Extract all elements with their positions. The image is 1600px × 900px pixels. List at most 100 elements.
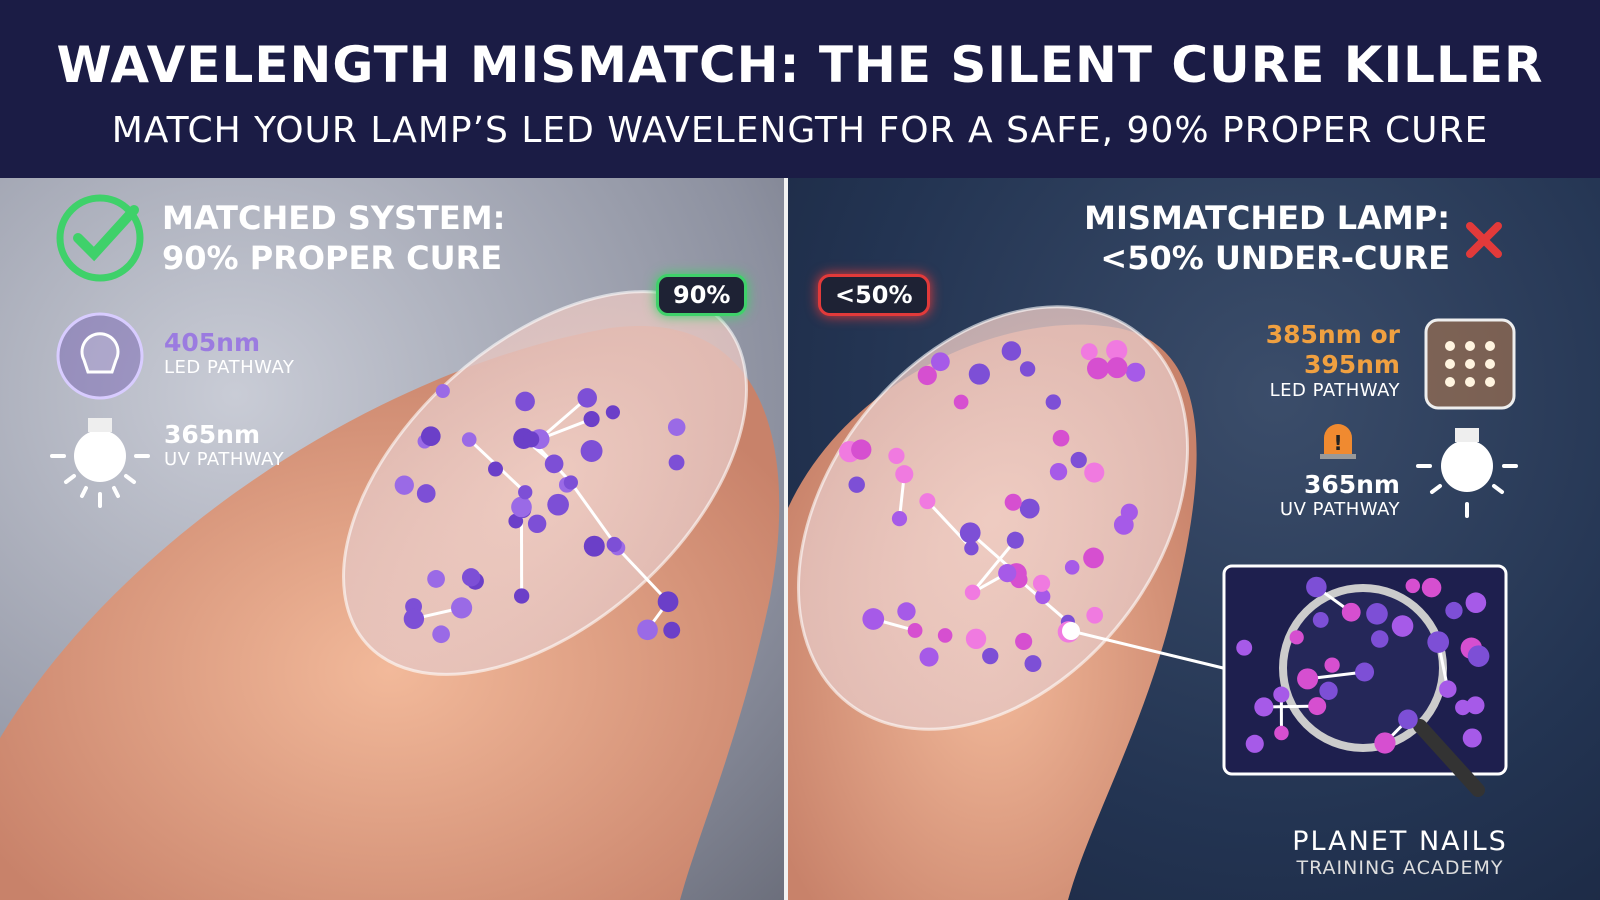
molecule-atom — [891, 511, 908, 527]
molecule-atom — [1015, 632, 1033, 651]
matched-led-info: 405nm LED PATHWAY — [164, 328, 294, 378]
molecule-bond — [538, 396, 589, 441]
molecule-atom — [1070, 451, 1087, 469]
led-pathway-label: LED PATHWAY — [164, 357, 295, 378]
molecule-atom — [1254, 697, 1274, 717]
uv-wavelength: 365nm — [1303, 470, 1400, 499]
molecule-atom — [1462, 728, 1482, 748]
svg-text:!: ! — [1333, 431, 1342, 455]
led-wavelength-line2: 395nm — [1303, 350, 1400, 379]
molecule-atom — [1120, 503, 1138, 521]
molecule-atom — [888, 447, 905, 465]
molecule-atom — [1086, 606, 1104, 624]
led-wavelength-line1: 385nm or — [1265, 320, 1400, 349]
molecule-atom — [1045, 394, 1061, 410]
molecule-atom — [580, 440, 603, 462]
molecule-atom — [1370, 630, 1389, 648]
molecule-atom — [461, 568, 481, 587]
molecule-atom — [964, 584, 981, 601]
cure-badge-90: 90% — [656, 274, 748, 316]
check-circle-icon — [56, 194, 144, 282]
molecule-atom — [1080, 343, 1098, 361]
molecule-atom — [403, 608, 425, 629]
molecule-atom — [1374, 732, 1396, 754]
led-pathway-label: LED PATHWAY — [1269, 380, 1400, 401]
molecule-atom — [1106, 339, 1128, 362]
matched-heading-line2: 90% PROPER CURE — [162, 239, 503, 277]
molecule-atom — [523, 431, 540, 448]
molecule-atom — [511, 496, 532, 518]
molecule-atom — [1006, 531, 1024, 549]
molecule-atom — [1398, 709, 1418, 730]
molecule-atom — [1421, 577, 1442, 598]
molecule-atom — [461, 432, 477, 447]
molecule-atom — [959, 522, 981, 544]
molecule-atom — [862, 608, 885, 630]
matched-heading: MATCHED SYSTEM: 90% PROPER CURE — [162, 198, 505, 278]
page-subtitle: MATCH YOUR LAMP’S LED WAVELENGTH FOR A S… — [111, 110, 1489, 151]
uv-bulb-icon — [1416, 428, 1518, 518]
led-panel-icon — [1424, 318, 1516, 410]
molecule-atom — [1455, 699, 1471, 716]
molecule-atom — [964, 541, 979, 556]
molecule-atom — [1465, 592, 1487, 614]
molecule-atom — [663, 621, 681, 639]
molecule-atom — [1004, 493, 1022, 511]
molecule-atom — [1324, 657, 1340, 673]
mismatched-heading-line2: <50% UNDER-CURE — [1100, 239, 1450, 277]
molecule-atom — [1308, 697, 1327, 716]
molecule-atom — [1087, 357, 1109, 380]
molecule-atom — [1125, 362, 1146, 382]
molecule-atom — [1355, 662, 1375, 682]
molecule-atom — [998, 564, 1017, 583]
molecule-atom — [968, 363, 990, 385]
molecule-bond — [613, 543, 670, 603]
molecule-atom — [1019, 498, 1040, 519]
molecule-atom — [930, 352, 950, 372]
molecule-atom — [1439, 680, 1457, 698]
molecule-atom — [420, 426, 441, 447]
molecule-atom — [1083, 547, 1104, 569]
molecule-atom — [547, 493, 569, 516]
molecule-atom — [1391, 615, 1414, 637]
header: WAVELENGTH MISMATCH: THE SILENT CURE KIL… — [0, 0, 1600, 178]
uv-pathway-label: UV PATHWAY — [164, 449, 285, 470]
molecule-atom — [515, 391, 535, 412]
molecule-atom — [907, 623, 923, 638]
molecule-atom — [451, 597, 473, 619]
molecule-atom — [1019, 361, 1036, 377]
cure-badge-under-50: <50% — [818, 274, 930, 316]
molecule-atom — [1035, 588, 1051, 605]
molecule-atom — [919, 647, 939, 667]
page-title: WAVELENGTH MISMATCH: THE SILENT CURE KIL… — [56, 36, 1544, 94]
uv-pathway-label: UV PATHWAY — [1279, 499, 1400, 520]
molecule-atom — [965, 628, 987, 649]
molecule-atom — [982, 647, 999, 665]
molecule-atom — [657, 591, 679, 613]
molecule-atom — [488, 461, 504, 477]
molecule-atom — [432, 625, 450, 644]
molecule-atom — [1445, 601, 1463, 620]
molecule-atom — [1106, 357, 1128, 379]
molecule-atom — [1052, 429, 1070, 447]
molecule-atom — [1405, 578, 1420, 594]
molecule-atom — [1289, 630, 1304, 645]
molecule-atom — [1273, 686, 1290, 703]
molecule-atom — [513, 588, 530, 604]
x-mark-icon — [1466, 222, 1502, 258]
mismatched-heading-line1: MISMATCHED LAMP: — [1084, 199, 1450, 237]
molecule-atom — [1245, 734, 1264, 753]
molecule-atom — [897, 602, 916, 621]
molecule-atom — [577, 388, 597, 408]
matched-nail-illustration — [0, 290, 780, 900]
molecule-atom — [848, 476, 865, 493]
molecule-atom — [953, 394, 969, 410]
brand-logo: PLANET NAILS TRAINING ACADEMY — [1240, 826, 1560, 879]
mismatched-heading: MISMATCHED LAMP: <50% UNDER-CURE — [1084, 198, 1450, 278]
molecule-atom — [1064, 560, 1080, 575]
molecule-atom — [435, 383, 450, 399]
molecule-atom — [1467, 645, 1490, 667]
molecule-atom — [895, 465, 914, 484]
brand-name: PLANET NAILS — [1292, 826, 1508, 857]
mismatched-led-info: 385nm or 395nm LED PATHWAY — [1266, 320, 1400, 401]
